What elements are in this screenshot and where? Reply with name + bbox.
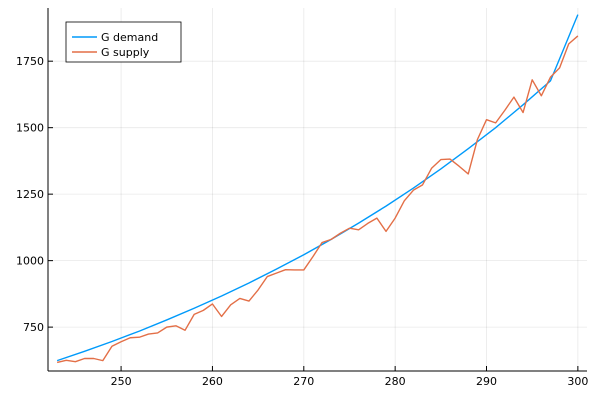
legend-box [65, 21, 182, 63]
axes [47, 8, 587, 372]
series-line-g-supply [56, 35, 579, 364]
y-tick-label: 1250 [16, 188, 44, 201]
x-tick-label: 290 [476, 375, 497, 388]
grid-lines [48, 8, 587, 371]
y-tick-label: 750 [23, 321, 44, 334]
legend-label-g-supply: G supply [101, 46, 150, 59]
x-tick-label: 300 [567, 375, 588, 388]
x-axis-ticks: 250 260 270 280 290 300 [111, 366, 588, 388]
y-axis-ticks: 750 1000 1250 1500 1750 [16, 55, 53, 334]
plot-series [56, 14, 579, 364]
y-tick-label: 1500 [16, 122, 44, 135]
x-tick-label: 260 [202, 375, 223, 388]
x-tick-label: 270 [293, 375, 314, 388]
y-tick-label: 1750 [16, 55, 44, 68]
x-tick-label: 280 [385, 375, 406, 388]
legend: G demand G supply [65, 21, 182, 63]
series-line-g-demand [56, 14, 579, 362]
legend-label-g-demand: G demand [101, 31, 158, 44]
y-tick-label: 1000 [16, 255, 44, 268]
x-tick-label: 250 [111, 375, 132, 388]
